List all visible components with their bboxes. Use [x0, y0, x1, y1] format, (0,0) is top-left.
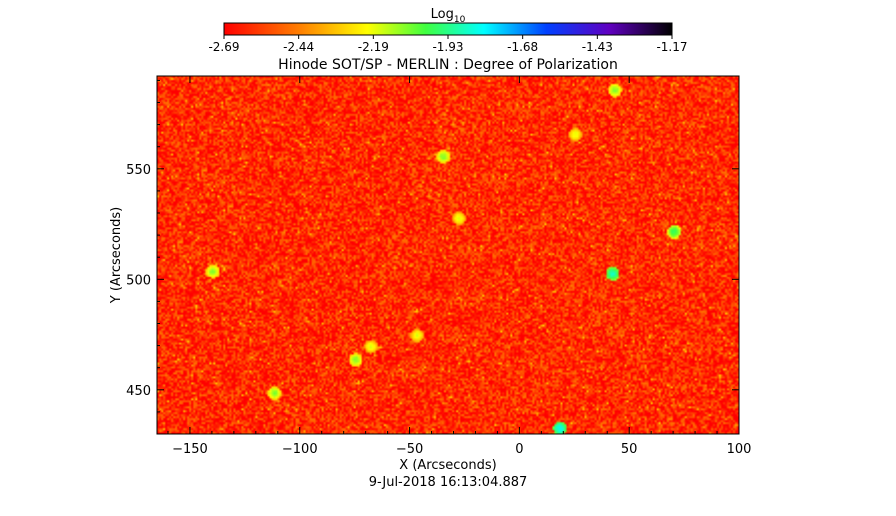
chart-title: Hinode SOT/SP - MERLIN : Degree of Polar… — [278, 57, 618, 73]
colorbar-tick-label: -1.93 — [432, 40, 463, 54]
x-axis-title: X (Arcseconds) — [399, 458, 496, 473]
y-tick-label: 550 — [126, 163, 151, 178]
x-tick-label: −150 — [172, 442, 208, 457]
x-tick-label: 0 — [515, 442, 523, 457]
x-tick-label: 50 — [621, 442, 638, 457]
colorbar-tick-label: -1.43 — [582, 40, 613, 54]
heatmap-image — [157, 76, 739, 434]
y-axis-title: Y (Arcseconds) — [109, 207, 124, 304]
timestamp: 9-Jul-2018 16:13:04.887 — [369, 475, 528, 490]
colorbar: Log10 -2.69 -2.44 -2.19 -1.93 -1.68 -1.43 -1.1… — [208, 7, 687, 54]
axes: −150 −100 −50 0 50 100 450 500 550 — [126, 76, 751, 457]
colorbar-ticks: -2.69 -2.44 -2.19 -1.93 -1.68 -1.43 -1.17 — [208, 35, 688, 54]
colorbar-tick-label: -1.68 — [507, 40, 538, 54]
colorbar-title: Log10 — [431, 7, 466, 25]
colorbar-tick-label: -2.69 — [208, 40, 239, 54]
x-tick-label: −100 — [282, 442, 318, 457]
colorbar-gradient — [223, 22, 673, 36]
heatmap-plot-area: −150 −100 −50 0 50 100 450 500 550 — [126, 75, 751, 457]
colorbar-tick-label: -1.17 — [656, 40, 687, 54]
y-tick-label: 450 — [126, 384, 151, 399]
colorbar-tick-label: -2.44 — [283, 40, 314, 54]
x-tick-label: −50 — [396, 442, 423, 457]
x-tick-label: 100 — [727, 442, 752, 457]
plot-frame — [156, 75, 740, 435]
y-tick-label: 500 — [126, 273, 151, 288]
colorbar-tick-label: -2.19 — [358, 40, 389, 54]
